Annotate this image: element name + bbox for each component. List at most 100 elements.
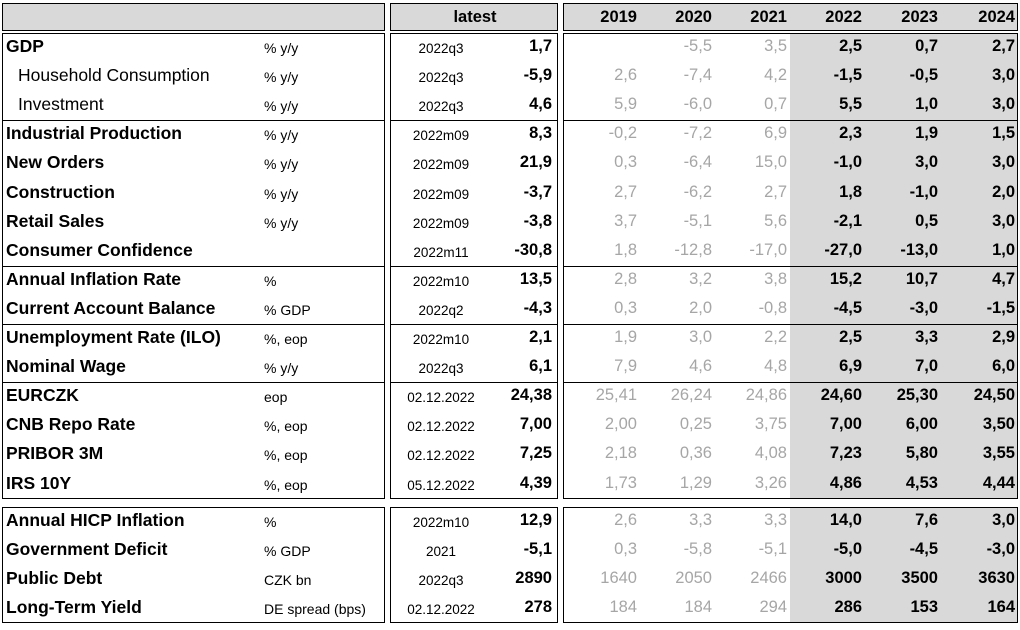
row-unit: %, eop [264, 476, 308, 493]
header-shade-years [563, 3, 1018, 31]
row-fc-2023: -3,0 [909, 298, 938, 317]
row-label: Construction [6, 181, 115, 202]
row-hist-2020: 3,0 [689, 328, 712, 346]
row-date: 2022q2 [418, 302, 464, 318]
row-latest: -4,3 [523, 298, 552, 317]
row-fc-2023: 6,00 [905, 415, 938, 434]
row-label: Nominal Wage [6, 356, 126, 377]
row-hist-2020: -6,2 [683, 182, 712, 201]
header-shade-latest [390, 3, 558, 31]
row-hist-2020: -12,8 [674, 240, 712, 259]
header-year-2021: 2021 [750, 8, 787, 26]
forecast-shade-upper [790, 33, 1018, 499]
box-left-upper [2, 33, 385, 499]
row-label: Long-Term Yield [6, 597, 142, 618]
row-latest: 278 [524, 598, 552, 617]
row-date: 2022q3 [418, 99, 464, 115]
row-hist-2019: 7,9 [614, 357, 637, 376]
box-latest-lower [390, 507, 558, 624]
row-fc-2022: -1,5 [833, 66, 862, 85]
row-unit: %, eop [264, 447, 308, 464]
row-hist-2020: 2050 [675, 569, 712, 588]
row-latest: 13,5 [519, 269, 552, 288]
row-date: 2022q3 [418, 573, 464, 589]
row-latest: -3,7 [523, 182, 552, 201]
row-fc-2024: 3,0 [992, 66, 1015, 85]
row-hist-2021: 3,3 [764, 511, 787, 529]
row-label: Investment [18, 94, 104, 115]
row-fc-2024: 3,0 [992, 95, 1015, 114]
header-box-left [2, 3, 385, 31]
row-hist-2020: 4,6 [689, 357, 712, 376]
row-fc-2024: 3,50 [982, 415, 1015, 434]
row-label: CNB Repo Rate [6, 414, 136, 435]
row-fc-2022: 6,9 [839, 357, 862, 376]
row-hist-2020: -6,4 [683, 153, 712, 172]
header-year-2020: 2020 [675, 8, 712, 26]
row-fc-2023: 10,7 [905, 269, 938, 288]
row-fc-2022: 15,2 [829, 269, 862, 288]
row-hist-2019: 3,7 [614, 211, 637, 230]
row-hist-2019: 5,9 [614, 95, 637, 114]
row-fc-2024: 164 [987, 598, 1015, 617]
row-date: 2022m09 [412, 215, 470, 231]
group-sep-latest [390, 266, 558, 267]
row-fc-2022: 2,5 [839, 37, 862, 55]
row-hist-2019: 25,41 [595, 386, 637, 405]
row-unit: % y/y [264, 185, 299, 202]
row-hist-2019: 2,6 [614, 511, 637, 529]
row-label: EURCZK [6, 385, 79, 406]
row-fc-2024: -1,5 [986, 298, 1015, 317]
row-hist-2020: 0,36 [679, 444, 712, 463]
row-date: 02.12.2022 [407, 448, 475, 464]
row-fc-2024: 1,5 [992, 124, 1015, 143]
row-label: Unemployment Rate (ILO) [6, 327, 221, 347]
row-hist-2019: 1,73 [604, 473, 637, 492]
row-label: Industrial Production [6, 123, 182, 144]
row-date: 02.12.2022 [407, 390, 475, 406]
row-fc-2024: 4,44 [982, 473, 1015, 492]
row-date: 2022q3 [418, 41, 464, 56]
row-fc-2023: 3,3 [915, 328, 938, 346]
row-hist-2020: 3,3 [689, 511, 712, 529]
row-unit: CZK bn [264, 572, 312, 589]
row-fc-2024: 24,50 [973, 386, 1015, 405]
row-fc-2023: 7,6 [915, 511, 938, 529]
row-fc-2022: 3000 [825, 569, 862, 588]
row-label: Annual HICP Inflation [6, 510, 185, 530]
row-hist-2021: 2,7 [764, 182, 787, 201]
row-unit: % [264, 272, 277, 289]
row-fc-2022: -1,0 [833, 153, 862, 172]
row-latest: 7,00 [519, 415, 552, 434]
group-sep-years [563, 382, 1018, 383]
row-fc-2024: 1,0 [992, 240, 1015, 259]
row-fc-2024: 2,7 [992, 37, 1015, 55]
row-hist-2020: 1,29 [679, 473, 712, 492]
row-label: Household Consumption [18, 65, 210, 86]
row-fc-2022: -5,0 [833, 540, 862, 559]
row-hist-2019: -0,2 [608, 124, 637, 143]
row-fc-2023: 25,30 [896, 386, 938, 405]
row-hist-2019: 2,7 [614, 182, 637, 201]
row-latest: 12,9 [519, 511, 552, 529]
row-date: 2022m10 [412, 515, 470, 530]
row-hist-2019: 2,00 [604, 415, 637, 434]
row-latest: -5,9 [523, 66, 552, 85]
row-fc-2023: 0,7 [915, 37, 938, 55]
row-latest: 2890 [515, 569, 552, 588]
row-latest: 4,6 [529, 95, 552, 114]
row-date: 2022q3 [418, 361, 464, 377]
row-latest: 2,1 [529, 328, 552, 346]
row-fc-2022: 2,5 [839, 328, 862, 346]
row-hist-2020: 2,0 [689, 298, 712, 317]
group-sep-years [563, 266, 1018, 267]
row-hist-2021: 4,08 [754, 444, 787, 463]
row-date: 2022m10 [412, 273, 470, 289]
group-sep-years [563, 120, 1018, 121]
row-label: Retail Sales [6, 210, 105, 231]
row-hist-2021: 3,8 [764, 269, 787, 288]
row-unit: % GDP [264, 301, 311, 318]
header-year-2023: 2023 [901, 8, 938, 26]
row-fc-2024: 6,0 [992, 357, 1015, 376]
